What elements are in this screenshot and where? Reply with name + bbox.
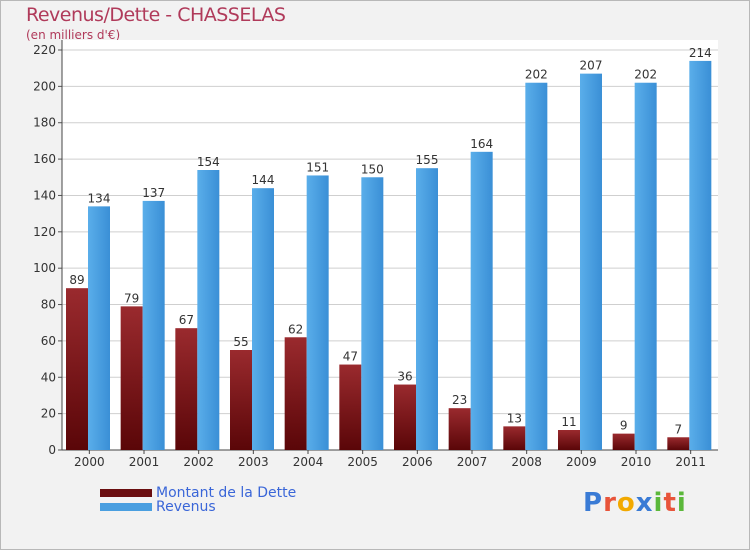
logo-letter: x [635,488,654,518]
bar-revenus [361,177,384,451]
data-label: 67 [179,313,194,327]
logo-letter: t [663,488,677,518]
data-label: 79 [124,291,139,305]
data-label: 202 [525,68,548,82]
data-label: 207 [580,59,603,73]
y-tick-label: 40 [41,370,56,384]
data-label: 151 [306,160,329,174]
legend-swatch-revenus [100,503,152,511]
bar-revenus [142,200,165,450]
data-label: 89 [69,273,84,287]
bar-dette [120,306,143,450]
x-tick-label: 2006 [402,455,433,469]
data-label: 7 [675,422,683,436]
y-tick-label: 200 [33,79,56,93]
data-label: 202 [634,68,657,82]
y-tick-label: 140 [33,188,56,202]
data-label: 9 [620,419,628,433]
bar-revenus [197,170,220,450]
bar-dette [503,426,526,450]
data-label: 55 [233,335,248,349]
y-tick-label: 180 [33,116,56,130]
data-label: 11 [561,415,576,429]
bar-revenus [88,206,110,450]
bar-revenus [525,82,548,451]
bar-dette [448,408,471,450]
y-tick-label: 20 [41,407,56,421]
x-tick-label: 2011 [675,455,706,469]
data-label: 36 [397,370,412,384]
y-tick-label: 220 [33,43,56,57]
data-label: 150 [361,162,384,176]
logo-letter: o [616,488,636,518]
x-tick-label: 2000 [74,455,105,469]
bar-revenus [634,82,657,451]
legend: Montant de la Dette Revenus [100,485,297,515]
data-label: 137 [142,186,165,200]
bar-revenus [306,175,329,451]
y-tick-label: 120 [33,225,56,239]
data-label: 154 [197,155,220,169]
logo-letter: r [603,488,617,518]
y-tick-label: 60 [41,334,56,348]
y-tick-label: 100 [33,261,56,275]
legend-item-revenus: Revenus [100,499,296,515]
chart-title: Revenus/Dette - CHASSELAS [26,4,286,26]
logo-letter: i [653,488,664,518]
x-tick-label: 2005 [347,455,378,469]
bar-dette [175,328,198,450]
bar-dette [339,364,362,450]
bar-revenus [689,60,712,451]
y-tick-label: 80 [41,298,56,312]
data-label: 47 [343,350,358,364]
x-tick-label: 2008 [511,455,542,469]
data-label: 144 [252,173,275,187]
logo-letter: i [676,488,687,518]
chart-subtitle: (en milliers d'€) [26,28,121,42]
bar-dette [230,350,252,450]
data-label: 214 [689,46,712,60]
x-tick-label: 2003 [238,455,269,469]
legend-label-revenus: Revenus [156,499,216,515]
data-label: 62 [288,322,303,336]
bar-dette [612,433,635,450]
data-label: 155 [416,153,439,167]
bar-dette [66,288,88,450]
data-label: 23 [452,393,467,407]
data-label: 164 [470,137,493,151]
y-tick-label: 160 [33,152,56,166]
y-tick-label: 0 [48,443,56,457]
bar-dette [284,337,307,450]
x-tick-label: 2004 [293,455,324,469]
x-tick-label: 2009 [566,455,597,469]
data-label: 13 [507,411,522,425]
bar-revenus [416,168,438,450]
proxiti-logo: Proxiti [583,488,687,518]
x-tick-label: 2002 [183,455,214,469]
logo-letter: P [583,488,604,518]
bar-dette [558,430,580,450]
plot-area [62,40,718,450]
legend-swatch-dette [100,489,152,497]
bar-revenus [580,73,602,451]
bar-dette [394,384,416,450]
data-label: 134 [88,191,111,205]
legend-label-dette: Montant de la Dette [156,485,297,501]
bar-revenus [252,188,274,450]
x-tick-label: 2001 [129,455,160,469]
x-tick-label: 2010 [621,455,652,469]
legend-item-dette: Montant de la Dette [100,485,297,501]
bar-dette [667,437,690,450]
x-tick-label: 2007 [457,455,488,469]
bar-revenus [470,151,493,450]
